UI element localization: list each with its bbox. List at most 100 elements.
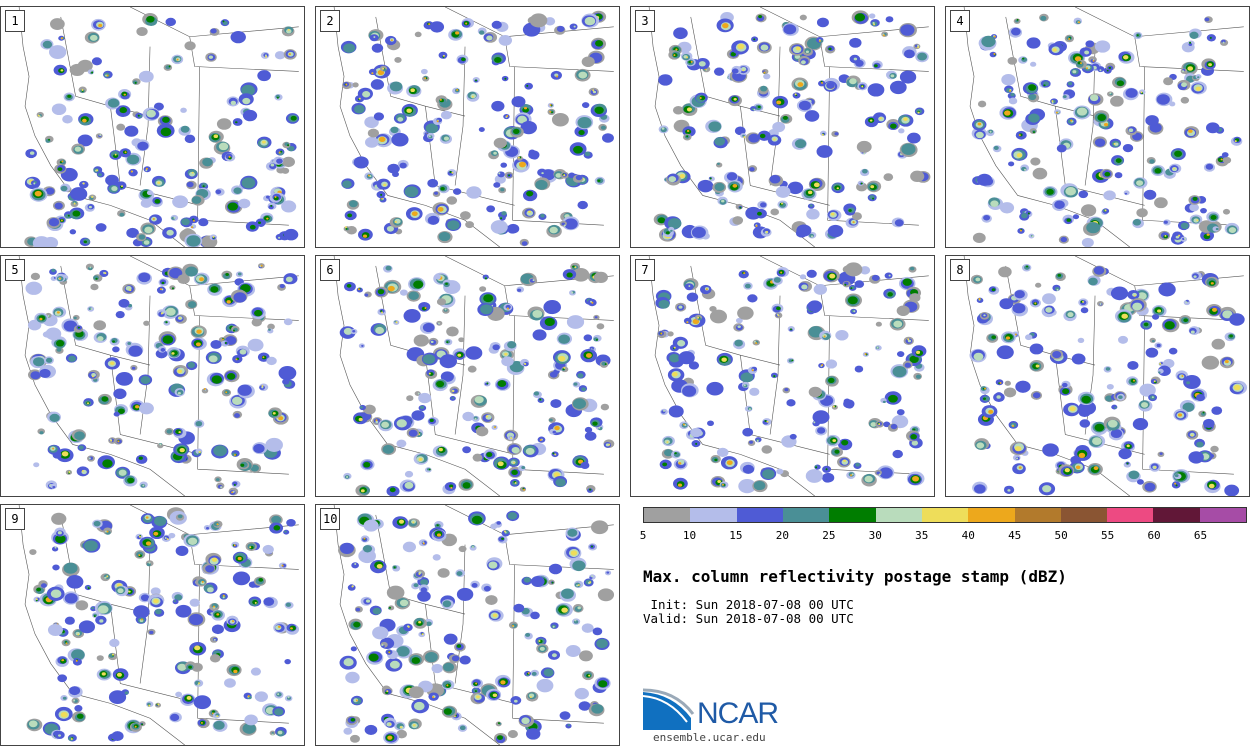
reflectivity-cell: [1099, 303, 1102, 306]
reflectivity-cell: [522, 107, 529, 113]
reflectivity-cell: [1128, 128, 1134, 133]
reflectivity-cell: [352, 329, 356, 333]
reflectivity-cell: [501, 537, 504, 540]
reflectivity-cell: [1001, 73, 1016, 86]
reflectivity-cell: [493, 151, 497, 155]
reflectivity-cell: [672, 105, 684, 115]
reflectivity-cell: [461, 57, 466, 62]
reflectivity-cell: [578, 459, 584, 464]
reflectivity-cell: [1066, 218, 1071, 222]
reflectivity-cell: [553, 472, 560, 478]
reflectivity-cell: [276, 158, 283, 164]
reflectivity-cell: [668, 226, 675, 232]
reflectivity-cell: [88, 457, 91, 460]
reflectivity-cell: [389, 660, 400, 669]
reflectivity-cell: [244, 714, 258, 726]
reflectivity-cell: [591, 575, 594, 578]
reflectivity-cell: [343, 327, 353, 335]
reflectivity-cell: [1124, 192, 1128, 195]
reflectivity-cell: [1180, 96, 1190, 104]
reflectivity-cell: [1178, 234, 1181, 237]
reflectivity-cell: [278, 236, 281, 239]
reflectivity-cell: [372, 607, 382, 615]
reflectivity-cell: [869, 119, 873, 122]
reflectivity-cell: [868, 13, 876, 19]
reflectivity-cell: [500, 217, 503, 220]
reflectivity-cell: [782, 115, 788, 120]
reflectivity-cell: [1028, 113, 1040, 123]
reflectivity-cell: [879, 117, 883, 120]
reflectivity-cell: [174, 594, 183, 601]
reflectivity-cell: [1103, 190, 1116, 201]
reflectivity-cell: [90, 308, 93, 311]
reflectivity-cell: [523, 106, 528, 110]
reflectivity-cell: [475, 426, 489, 437]
reflectivity-cell: [77, 633, 80, 636]
reflectivity-cell: [237, 384, 252, 396]
reflectivity-cell: [1075, 465, 1081, 470]
colorbar-segment: [736, 508, 783, 522]
reflectivity-cell: [1183, 374, 1201, 390]
reflectivity-cell: [133, 605, 150, 619]
reflectivity-cell: [128, 289, 132, 292]
reflectivity-cell: [445, 282, 448, 285]
reflectivity-cell: [1136, 208, 1148, 218]
reflectivity-cell: [1223, 152, 1227, 156]
reflectivity-cell: [1192, 196, 1198, 201]
reflectivity-cell: [1183, 237, 1186, 240]
reflectivity-cell: [196, 329, 202, 334]
reflectivity-cell: [578, 71, 588, 79]
reflectivity-cell: [977, 122, 982, 126]
reflectivity-cell: [1067, 81, 1073, 86]
reflectivity-cell: [608, 443, 611, 446]
reflectivity-cell: [434, 191, 438, 195]
reflectivity-cell: [159, 443, 162, 446]
reflectivity-cell: [682, 385, 697, 397]
reflectivity-cell: [851, 39, 861, 47]
reflectivity-cell: [345, 671, 360, 684]
reflectivity-cell: [716, 447, 729, 457]
reflectivity-cell: [117, 588, 124, 594]
reflectivity-cell: [453, 188, 462, 195]
reflectivity-cell: [734, 126, 746, 136]
reflectivity-cell: [855, 462, 860, 467]
reflectivity-cell: [99, 134, 102, 137]
reflectivity-cell: [511, 446, 520, 454]
reflectivity-cell: [536, 678, 554, 693]
reflectivity-cell: [1183, 318, 1189, 323]
reflectivity-cell: [870, 422, 877, 427]
reflectivity-cell: [73, 202, 76, 205]
reflectivity-cell: [458, 545, 467, 553]
reflectivity-cell: [486, 35, 493, 41]
reflectivity-cell: [145, 541, 152, 546]
reflectivity-cell: [559, 711, 571, 720]
reflectivity-cell: [1094, 138, 1106, 147]
reflectivity-cell: [257, 70, 271, 82]
reflectivity-cell: [456, 89, 459, 92]
reflectivity-cell: [138, 554, 141, 557]
reflectivity-cell: [72, 210, 81, 217]
reflectivity-cell: [1065, 186, 1077, 196]
reflectivity-cell: [54, 546, 57, 549]
reflectivity-cell: [381, 311, 384, 314]
reflectivity-cell: [64, 593, 78, 604]
reflectivity-cell: [480, 304, 493, 315]
reflectivity-cell: [143, 240, 150, 245]
reflectivity-cell: [976, 442, 985, 449]
reflectivity-cell: [772, 121, 786, 133]
reflectivity-cell: [1222, 208, 1231, 215]
reflectivity-cell: [28, 720, 38, 728]
reflectivity-cell: [1021, 57, 1028, 62]
reflectivity-cell: [145, 169, 148, 172]
reflectivity-cell: [440, 110, 452, 120]
reflectivity-cell: [1056, 144, 1067, 153]
reflectivity-cell: [667, 218, 682, 229]
reflectivity-cell: [483, 294, 494, 303]
reflectivity-cell: [775, 186, 791, 198]
reflectivity-cell: [345, 227, 348, 230]
reflectivity-cell: [90, 283, 99, 291]
reflectivity-cell: [857, 281, 863, 287]
reflectivity-cell: [591, 703, 604, 714]
reflectivity-cell: [1204, 17, 1210, 22]
reflectivity-cell: [446, 634, 457, 643]
